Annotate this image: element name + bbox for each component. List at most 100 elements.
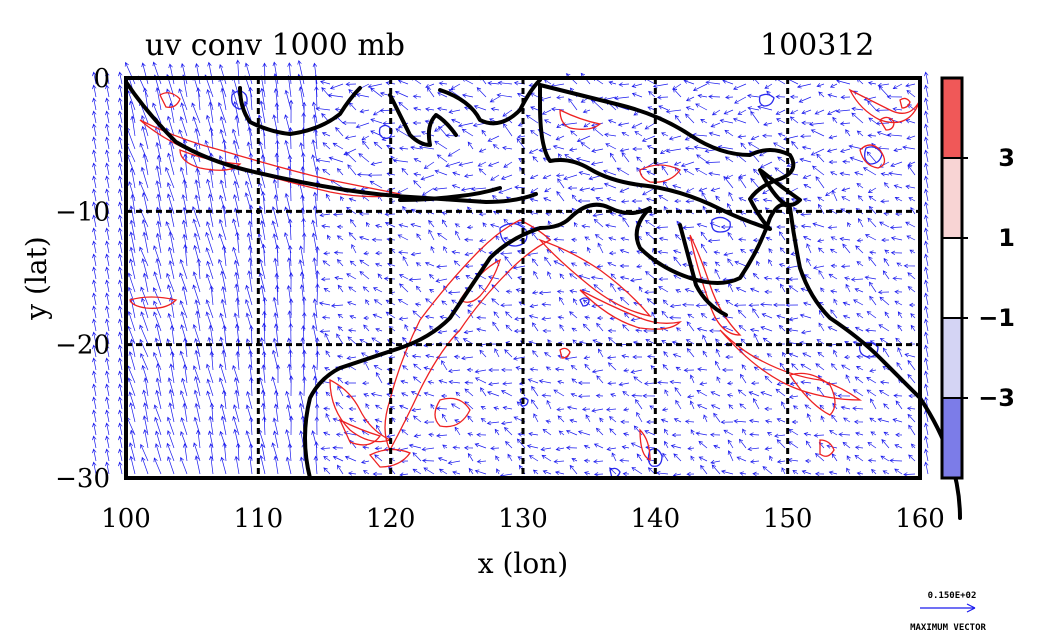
- wind-vector: [359, 235, 370, 241]
- wind-vector: [924, 214, 929, 228]
- wind-vector: [332, 212, 344, 217]
- wind-vector: [541, 109, 552, 115]
- wind-vector: [302, 376, 307, 397]
- wind-vector: [351, 243, 357, 254]
- wind-vector: [763, 276, 773, 281]
- wind-vector: [829, 430, 838, 436]
- wind-vector: [284, 89, 292, 111]
- wind-vector: [673, 161, 682, 166]
- wind-vector: [442, 444, 448, 449]
- wind-vector: [499, 251, 513, 256]
- wind-vector: [461, 128, 474, 137]
- wind-vector: [762, 337, 773, 345]
- wind-vector: [862, 167, 877, 176]
- wind-vector: [220, 270, 227, 293]
- wind-vector: [440, 393, 448, 399]
- wind-vector: [451, 250, 461, 255]
- wind-vector: [192, 284, 201, 306]
- wind-vector: [907, 164, 916, 176]
- wind-vector: [782, 351, 787, 358]
- wind-vector: [695, 303, 708, 308]
- wind-vector: [569, 418, 578, 424]
- wind-vector: [893, 147, 903, 153]
- wind-vector: [779, 247, 786, 254]
- wind-vector: [464, 263, 474, 269]
- wind-vector: [707, 238, 721, 244]
- wind-vector: [166, 430, 175, 449]
- wind-vector: [792, 405, 799, 410]
- wind-vector: [299, 271, 305, 293]
- wind-vector: [476, 315, 487, 320]
- wind-vector: [344, 135, 357, 140]
- wind-vector: [591, 122, 604, 128]
- wind-vector: [924, 422, 929, 436]
- wind-vector: [762, 466, 773, 475]
- wind-vector: [791, 419, 798, 425]
- wind-vector: [700, 231, 708, 241]
- wind-vector: [298, 390, 305, 410]
- wind-vector: [658, 276, 669, 282]
- wind-vector: [737, 134, 747, 139]
- wind-vector: [557, 315, 565, 320]
- wind-vector: [670, 444, 682, 449]
- wind-vector: [394, 90, 409, 98]
- wind-vector: [205, 363, 214, 384]
- wind-vector: [684, 146, 695, 151]
- wind-vector: [543, 119, 552, 124]
- wind-vector: [286, 257, 292, 280]
- wind-vector: [496, 93, 513, 98]
- wind-vector: [194, 349, 201, 371]
- wind-vector: [713, 444, 721, 449]
- wind-vector: [360, 352, 370, 358]
- wind-vector: [249, 376, 254, 397]
- wind-vector: [287, 218, 293, 241]
- wind-vector: [311, 232, 318, 254]
- wind-vector: [219, 128, 227, 150]
- wind-vector: [533, 413, 539, 423]
- wind-vector: [336, 167, 344, 176]
- wind-vector: [273, 455, 279, 475]
- wind-vector: [463, 173, 474, 179]
- wind-vector: [416, 233, 422, 241]
- wind-vector: [817, 247, 825, 254]
- wind-vector: [733, 83, 747, 90]
- wind-vector: [209, 402, 215, 423]
- wind-vector: [724, 129, 734, 137]
- wind-vector: [454, 426, 461, 436]
- wind-vector: [879, 380, 890, 385]
- wind-vector: [720, 469, 734, 475]
- wind-vector: [844, 354, 851, 360]
- wind-vector: [697, 367, 708, 372]
- wind-vector: [631, 198, 643, 204]
- wind-vector: [272, 296, 279, 319]
- wind-vector: [812, 165, 825, 176]
- wind-vector: [856, 313, 864, 319]
- wind-vector: [130, 115, 136, 137]
- wind-vector: [584, 363, 591, 371]
- wind-vector: [272, 417, 279, 436]
- wind-vector: [127, 377, 136, 397]
- wind-vector: [219, 403, 227, 423]
- wind-vector: [896, 361, 903, 371]
- wind-vector: [871, 468, 877, 475]
- wind-vector: [924, 227, 929, 241]
- wind-vector: [856, 130, 864, 137]
- wind-vector: [463, 329, 474, 335]
- wind-vector: [906, 90, 916, 98]
- wind-vector: [247, 257, 253, 280]
- wind-vector: [92, 448, 97, 462]
- wind-vector: [579, 187, 591, 192]
- wind-vector: [631, 122, 643, 129]
- wind-vector: [486, 420, 500, 426]
- wind-vector: [532, 350, 539, 358]
- wind-vector: [839, 171, 851, 177]
- wind-vector: [496, 468, 501, 475]
- wind-vector: [643, 328, 656, 334]
- wind-vector: [374, 454, 383, 462]
- wind-vector: [323, 406, 331, 411]
- wind-vector: [748, 418, 760, 424]
- wind-vector: [577, 198, 590, 204]
- wind-vector: [711, 109, 721, 116]
- wind-vector: [879, 221, 890, 228]
- wind-vector: [742, 428, 747, 436]
